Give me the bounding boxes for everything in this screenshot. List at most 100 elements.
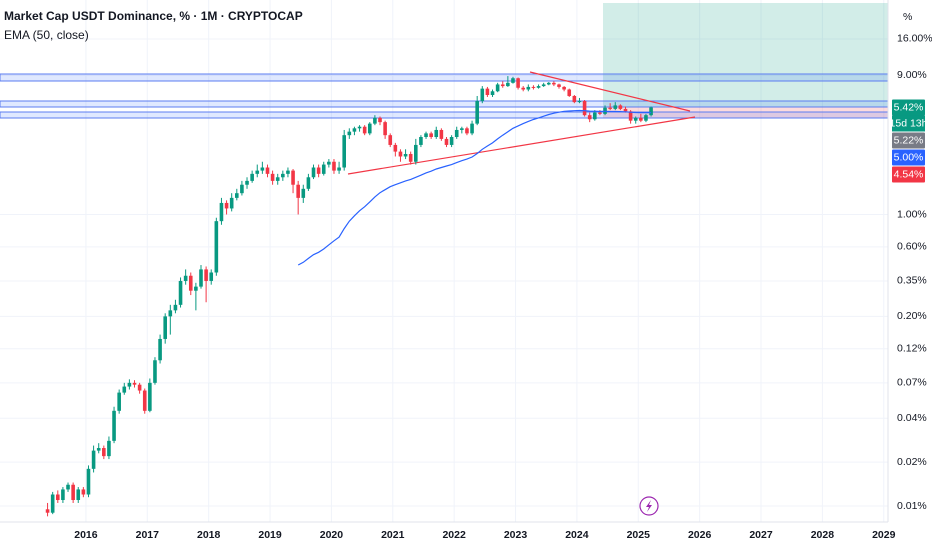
candle-body	[419, 137, 423, 145]
candle-body	[158, 338, 162, 361]
candle-body	[132, 382, 137, 385]
candle-body	[367, 123, 372, 134]
candle-body	[485, 88, 490, 96]
candle-body	[495, 84, 500, 92]
candle-body	[362, 126, 367, 134]
candle-body	[521, 87, 526, 90]
target-zone	[603, 3, 888, 107]
price-label-box	[892, 132, 925, 149]
x-tick-label: 2018	[197, 529, 221, 541]
candle-body	[526, 86, 531, 90]
candle-body	[178, 280, 183, 305]
icon-bolt[interactable]	[646, 500, 652, 512]
candle-body	[352, 128, 357, 132]
candle-body	[388, 135, 393, 145]
candle-body	[378, 117, 382, 123]
candle-body	[286, 170, 290, 174]
x-tick-label: 2027	[749, 529, 773, 541]
y-tick-label: 0.04%	[897, 412, 927, 424]
candle-body	[429, 133, 433, 138]
candle-body	[557, 84, 561, 87]
candle-body	[188, 275, 193, 291]
candle-body	[475, 101, 479, 124]
candle-body	[337, 167, 341, 171]
candle-body	[470, 123, 474, 134]
candle-body	[582, 101, 587, 116]
x-tick-label: 2019	[258, 529, 282, 541]
candle-body	[102, 448, 106, 457]
candle-body	[393, 144, 398, 152]
candle-body	[511, 78, 515, 83]
candle-body	[245, 180, 249, 185]
candle-body	[633, 117, 638, 121]
candle-body	[460, 128, 464, 130]
ema-line	[297, 109, 652, 266]
lightning-icon[interactable]	[639, 496, 659, 516]
candle-body	[562, 86, 566, 90]
candle-body	[552, 82, 556, 85]
trend-line	[529, 71, 691, 112]
candle-body	[66, 484, 70, 490]
candle-body	[516, 78, 520, 88]
candle-body	[649, 107, 653, 116]
price-label-box	[892, 149, 925, 166]
y-tick-label: 1.00%	[897, 208, 927, 220]
candle-body	[439, 129, 444, 139]
y-tick-label: 0.35%	[897, 275, 927, 287]
candle-body	[204, 269, 208, 281]
candle-body	[96, 448, 101, 451]
price-label: 5.22%	[894, 134, 924, 146]
candle-body	[122, 386, 127, 393]
x-tick-label: 2021	[381, 529, 405, 541]
candle-body	[347, 131, 352, 136]
resistance-band	[0, 100, 889, 108]
price-label-box	[892, 166, 925, 183]
x-tick-label: 2029	[872, 529, 896, 541]
x-tick-label: 2026	[688, 529, 712, 541]
x-tick-label: 2016	[74, 529, 98, 541]
price-label-box	[892, 99, 925, 116]
candle-body	[577, 101, 582, 103]
candle-body	[296, 184, 300, 198]
candle-body	[86, 468, 91, 495]
candle-body	[444, 138, 449, 145]
candle-body	[91, 450, 96, 469]
candle-body	[71, 484, 75, 501]
x-tick-label: 2028	[811, 529, 835, 541]
y-tick-label: 0.20%	[897, 310, 927, 322]
candle-body	[623, 108, 628, 112]
chart-title: Market Cap USDT Dominance, % · 1M · CRYP…	[4, 9, 303, 23]
price-label: 5.42%	[894, 101, 924, 113]
candle-body	[55, 494, 60, 501]
resistance-band	[0, 73, 889, 82]
candle-body	[454, 129, 459, 138]
candle-body	[173, 304, 178, 311]
candle-body	[500, 84, 505, 87]
trend-line	[347, 116, 696, 175]
candle-body	[45, 509, 50, 513]
candle-body	[306, 177, 311, 189]
candle-body	[81, 489, 86, 495]
candle-body	[107, 440, 111, 457]
candle-body	[209, 272, 214, 281]
x-tick-label: 2025	[627, 529, 651, 541]
candle-body	[250, 173, 254, 181]
candle-body	[275, 177, 280, 181]
candle-body	[531, 86, 536, 88]
y-tick-label: 9.00%	[897, 69, 927, 81]
candle-body	[311, 167, 316, 178]
candle-body	[536, 86, 541, 88]
candle-body	[301, 188, 306, 198]
candle-body	[608, 107, 612, 109]
candle-body	[50, 494, 55, 513]
y-tick-label: 0.01%	[897, 500, 927, 512]
candle-body	[112, 410, 116, 441]
candle-body	[357, 126, 362, 129]
candle-body	[316, 167, 321, 174]
candle-body	[117, 392, 121, 411]
y-tick-label: 16.00%	[897, 33, 932, 45]
candle-body	[224, 202, 229, 209]
candle-body	[168, 310, 173, 317]
candle-body	[199, 269, 203, 287]
